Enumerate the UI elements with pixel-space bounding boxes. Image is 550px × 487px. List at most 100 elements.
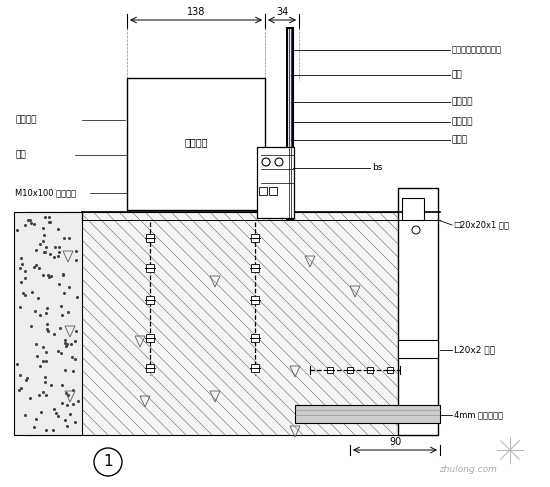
Point [20, 274, 29, 281]
Point [36, 409, 45, 416]
Point [59, 290, 68, 298]
Point [57, 349, 66, 357]
Point [34, 294, 43, 302]
Bar [146, 296, 154, 304]
Point [58, 311, 67, 319]
Text: 1: 1 [103, 454, 113, 469]
Point [17, 384, 26, 392]
Point [52, 409, 60, 416]
Point [68, 354, 76, 361]
Bar [146, 364, 154, 372]
Bar [398, 340, 438, 358]
Point [21, 376, 30, 384]
Point [63, 308, 72, 316]
Point [57, 399, 66, 407]
Point [46, 381, 55, 389]
Point [32, 246, 41, 254]
Point [71, 337, 80, 345]
Point [62, 342, 71, 350]
Point [53, 412, 62, 420]
Point [46, 218, 55, 226]
Point [73, 293, 81, 301]
Text: 138: 138 [187, 7, 205, 17]
Text: 厚单面贴: 厚单面贴 [184, 137, 208, 147]
Text: bs: bs [372, 164, 382, 172]
Point [43, 320, 52, 328]
Text: 34: 34 [276, 7, 288, 17]
Point [55, 280, 64, 288]
Point [39, 357, 47, 365]
Point [41, 357, 50, 365]
Point [36, 311, 45, 318]
Bar [295, 405, 440, 423]
Bar [367, 367, 373, 373]
Point [35, 264, 43, 272]
Point [40, 248, 48, 256]
Point [16, 371, 25, 379]
Point [63, 340, 72, 348]
Point [43, 327, 52, 335]
Bar [257, 147, 294, 218]
Point [16, 254, 25, 262]
Text: 4mm 厚复合铝板: 4mm 厚复合铝板 [454, 411, 503, 419]
Point [58, 270, 67, 278]
Point [32, 415, 41, 423]
Point [30, 220, 38, 227]
Point [45, 250, 54, 258]
Point [71, 256, 80, 263]
Point [25, 216, 34, 224]
Point [69, 386, 78, 394]
Bar [269, 187, 277, 195]
Point [72, 247, 80, 255]
Point [42, 391, 51, 398]
Point [35, 240, 44, 248]
Text: 横料: 横料 [15, 150, 26, 160]
Point [56, 324, 64, 332]
Bar [251, 334, 259, 342]
Bar [251, 296, 259, 304]
Point [50, 406, 59, 413]
Bar [28, 212, 435, 435]
Point [14, 386, 23, 394]
Point [32, 262, 41, 269]
Text: 双面胶条: 双面胶条 [452, 97, 474, 107]
Point [32, 352, 41, 360]
Point [39, 388, 47, 396]
Bar [127, 78, 265, 210]
Point [41, 309, 50, 317]
Point [53, 348, 62, 356]
Point [26, 394, 35, 402]
Point [54, 225, 63, 233]
Point [27, 219, 36, 226]
Point [59, 271, 68, 279]
Point [60, 234, 69, 242]
Bar [402, 198, 424, 220]
Point [65, 234, 74, 242]
Point [62, 389, 71, 396]
Text: 铝金扣件: 铝金扣件 [452, 117, 474, 127]
Point [31, 340, 40, 348]
Bar [287, 28, 293, 220]
Text: 20x20x1 铝通: 20x20x1 铝通 [460, 221, 509, 229]
Point [38, 343, 47, 351]
Point [35, 392, 43, 399]
Bar [251, 234, 259, 242]
Point [50, 253, 58, 261]
Bar [146, 334, 154, 342]
Point [60, 339, 69, 347]
Bar [146, 234, 154, 242]
Text: 90: 90 [389, 437, 401, 447]
Bar [14, 212, 82, 435]
Point [21, 221, 30, 228]
Point [70, 356, 79, 363]
Point [73, 397, 82, 405]
Point [60, 416, 69, 424]
Text: 橱浅雾色钢化镀膜玻璃: 橱浅雾色钢化镀膜玻璃 [452, 45, 502, 55]
Point [27, 322, 36, 330]
Bar [327, 367, 333, 373]
Point [45, 218, 54, 225]
Text: 立柱窗管: 立柱窗管 [15, 115, 36, 125]
Point [13, 226, 21, 234]
Point [36, 362, 45, 370]
Point [40, 373, 49, 380]
